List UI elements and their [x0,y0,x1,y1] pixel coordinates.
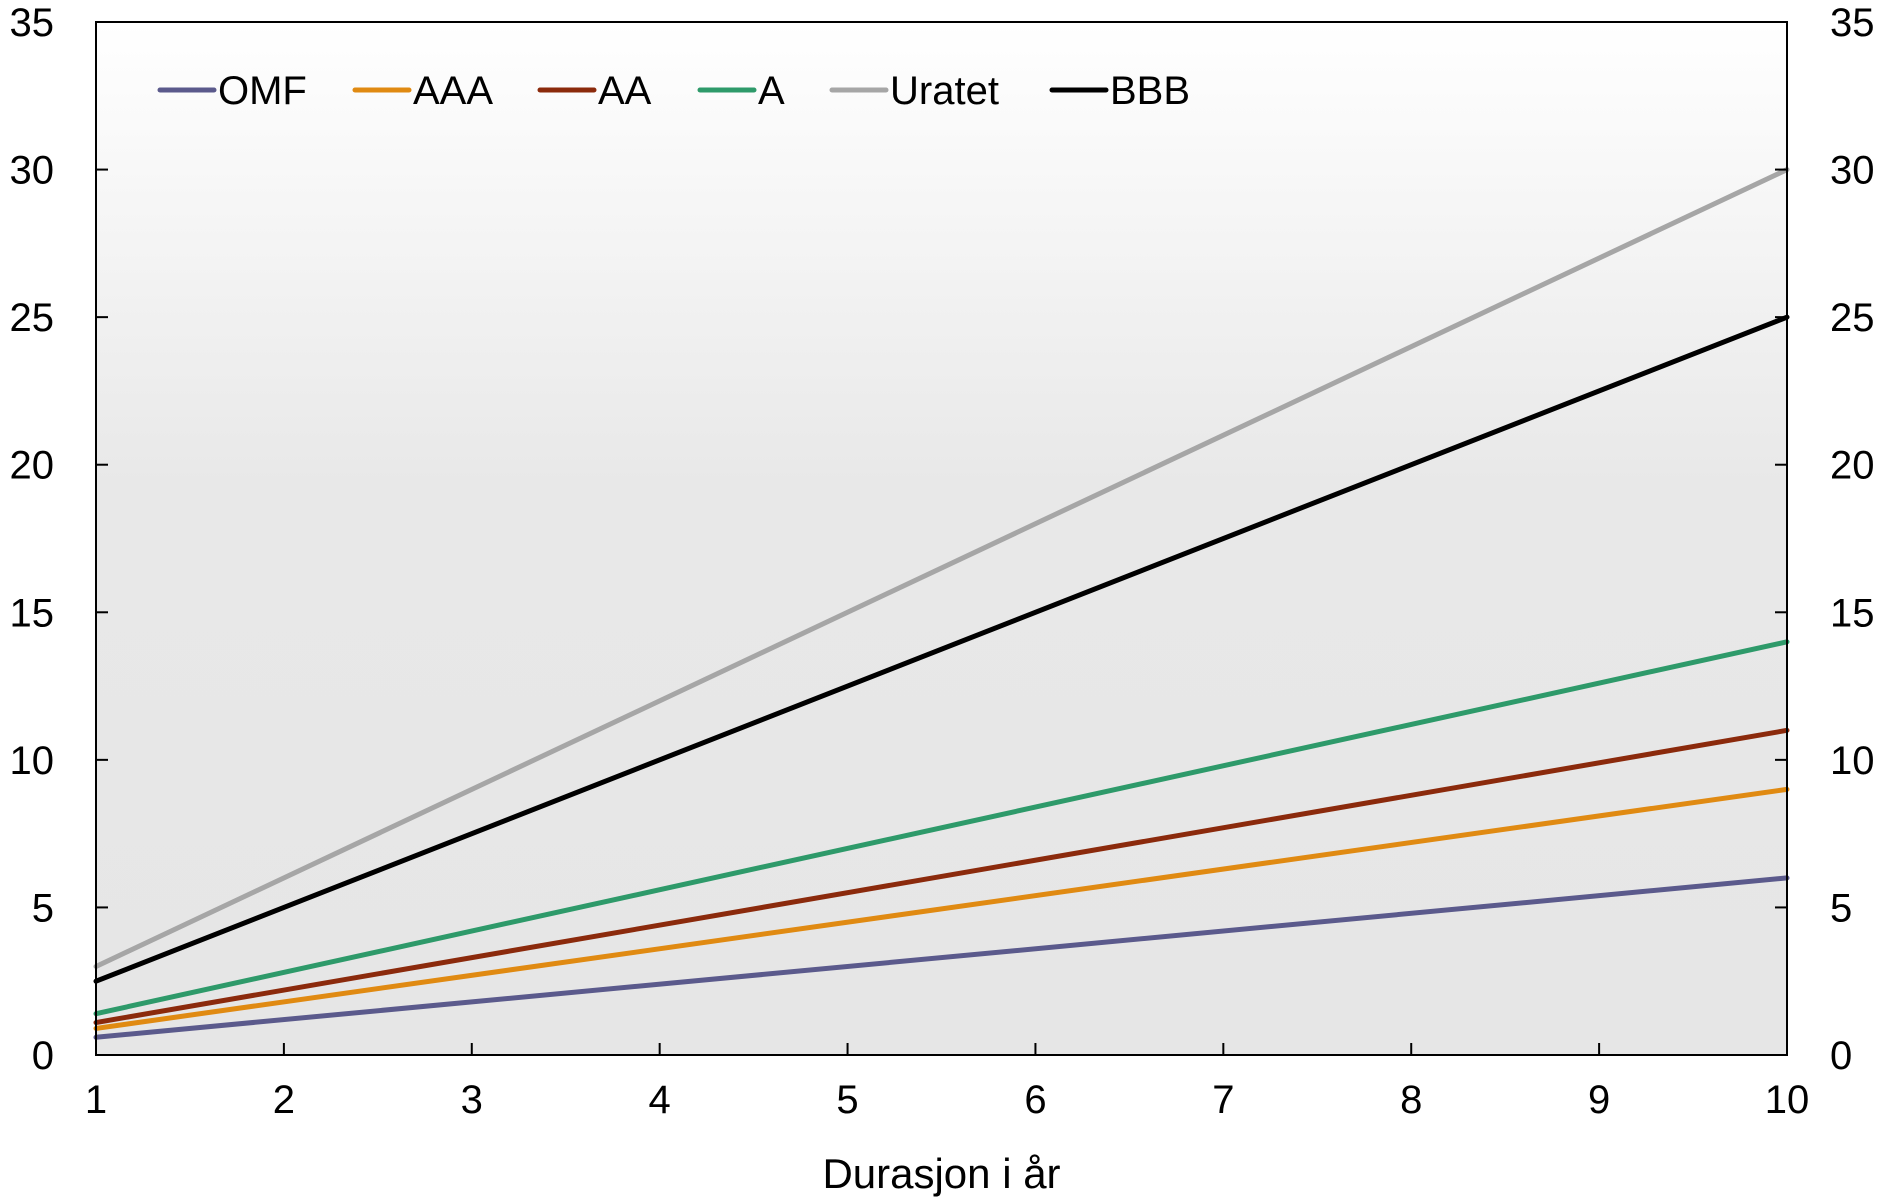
y-tick-label-right: 25 [1830,296,1875,340]
series-line-uratet [93,167,1790,969]
y-tick-label-left: 35 [10,1,55,45]
series-line-aa [93,727,1790,1026]
y-tick-label-left: 15 [10,591,55,635]
y-tick-label-left: 10 [10,739,55,783]
legend: OMF AAA AA A Uratet BBB [157,69,1190,113]
series-layer [93,167,1790,1040]
plot-frame [95,21,1788,1056]
y-tick-label-right: 10 [1830,739,1875,783]
y-tick-label-right: 30 [1830,149,1875,193]
x-tick-label: 9 [1588,1078,1610,1122]
series-line-a [93,639,1790,1017]
y-tick-label-left: 25 [10,296,55,340]
legend-label-uratet: Uratet [890,69,999,113]
y-tick-label-left: 0 [32,1034,54,1078]
x-tick-label: 6 [1024,1078,1046,1122]
y-tick-label-left: 30 [10,149,55,193]
y-tick-label-right: 5 [1830,886,1852,930]
x-axis-title: Durasjon i år [822,1150,1060,1197]
x-tick-label: 5 [836,1078,858,1122]
series-line-omf [93,875,1790,1040]
axes-layer: 0 0 5 5 10 10 15 15 20 20 25 25 30 30 35 35 1 2 3 4 5 6 7 8 9 10 [10,1,1875,1122]
series-line-bbb [93,314,1790,984]
plot-area [96,22,1787,1055]
x-tick-label: 2 [273,1078,295,1122]
y-tick-label-left: 5 [32,886,54,930]
legend-label-aa: AA [598,69,652,113]
y-tick-label-right: 0 [1830,1034,1852,1078]
y-tick-label-left: 20 [10,444,55,488]
x-tick-label: 7 [1212,1078,1234,1122]
series-line-aaa [93,786,1790,1031]
x-tick-label: 3 [461,1078,483,1122]
legend-label-omf: OMF [218,69,307,113]
legend-label-aaa: AAA [413,69,493,113]
x-tick-label: 8 [1400,1078,1422,1122]
y-tick-label-right: 35 [1830,1,1875,45]
y-tick-label-right: 20 [1830,444,1875,488]
y-tick-label-right: 15 [1830,591,1875,635]
legend-label-a: A [758,69,785,113]
legend-label-bbb: BBB [1110,69,1190,113]
x-tick-label: 4 [649,1078,671,1122]
x-tick-label: 1 [85,1078,107,1122]
x-tick-label: 10 [1765,1078,1810,1122]
